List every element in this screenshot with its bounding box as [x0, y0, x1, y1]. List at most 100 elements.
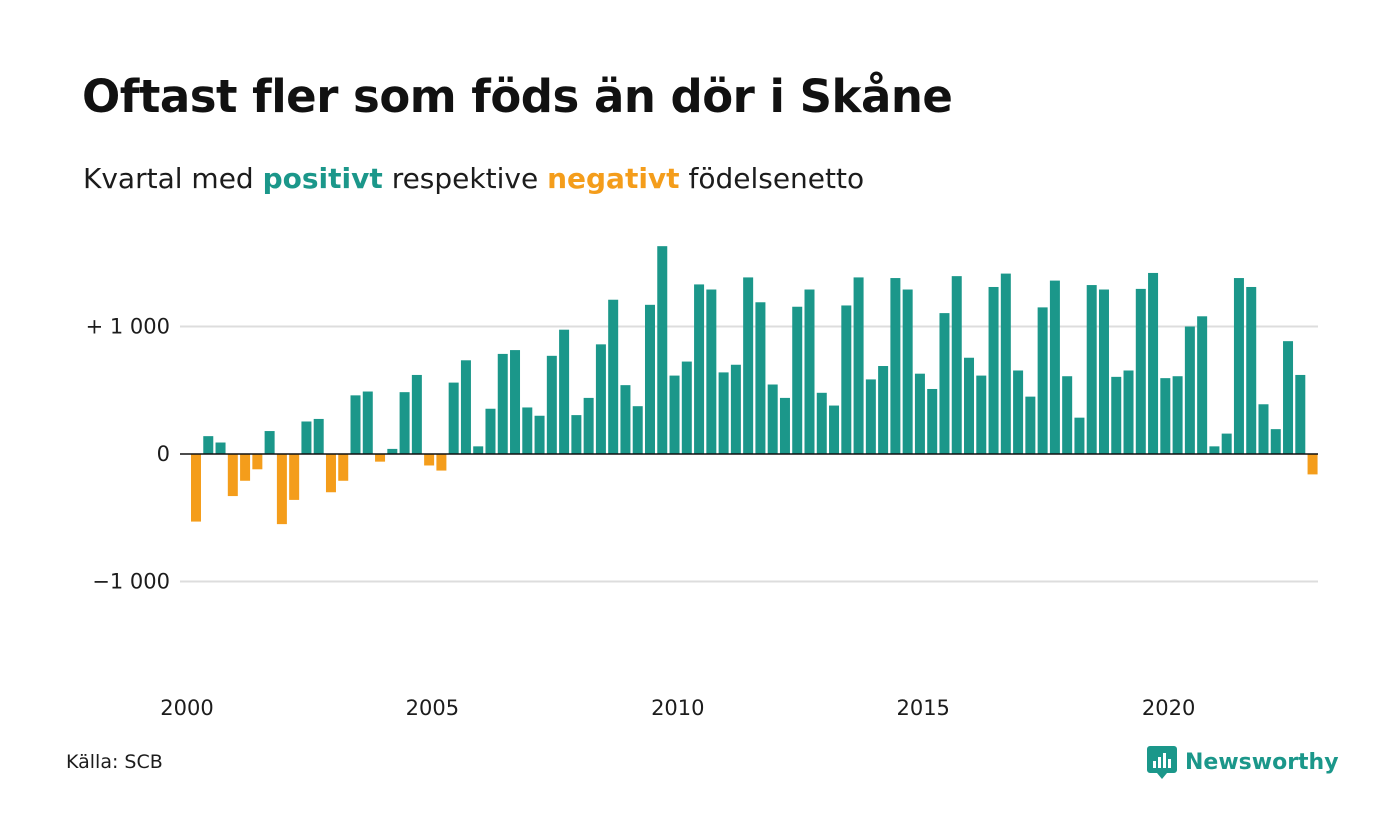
bar	[191, 454, 201, 522]
bar	[632, 406, 643, 454]
bar	[1270, 429, 1281, 454]
bar	[473, 446, 484, 454]
bar-chart: + 1 000 0 −1 000 2000 2005 2010 2015 2020	[86, 246, 1318, 720]
bar	[620, 385, 631, 454]
y-tick-labels: + 1 000 0 −1 000	[86, 315, 170, 594]
newsworthy-logo-icon	[1147, 746, 1177, 779]
bar	[510, 350, 521, 454]
bar	[387, 448, 398, 454]
bar	[718, 372, 729, 454]
bar	[706, 289, 717, 454]
bar	[657, 246, 668, 454]
brand-name: Newsworthy	[1185, 749, 1339, 775]
bar	[1098, 289, 1109, 454]
bar	[595, 344, 606, 454]
bar	[829, 405, 840, 454]
bar	[252, 454, 263, 470]
bar	[485, 408, 496, 454]
bar	[301, 421, 312, 454]
bar	[743, 277, 754, 454]
bar	[1086, 285, 1097, 454]
bar	[1013, 370, 1024, 454]
bar	[1258, 404, 1269, 454]
bars	[191, 246, 1318, 525]
bar	[865, 379, 876, 454]
bar	[399, 392, 410, 454]
subtitle-positive-label: positivt	[262, 162, 383, 195]
bar	[1307, 454, 1318, 475]
bar	[644, 304, 655, 454]
bar	[325, 454, 336, 493]
bar	[215, 442, 226, 454]
bar	[927, 388, 938, 454]
y-tick-label: 0	[157, 442, 170, 466]
x-tick-label: 2015	[896, 696, 949, 720]
subtitle-prefix: Kvartal med	[83, 162, 254, 195]
bar	[264, 431, 275, 454]
bar	[1123, 370, 1134, 454]
bar	[669, 375, 680, 454]
bar	[1295, 374, 1306, 454]
bar	[1197, 316, 1208, 454]
bar	[350, 395, 361, 454]
bar	[608, 299, 619, 454]
bar	[362, 391, 373, 454]
bar	[816, 392, 827, 454]
bar	[534, 415, 545, 454]
bar	[890, 278, 901, 454]
bar	[853, 277, 864, 454]
bar	[583, 397, 594, 454]
bar	[227, 454, 238, 497]
y-tick-label: + 1 000	[86, 315, 170, 339]
bar	[203, 436, 214, 454]
bar	[240, 454, 251, 481]
bar	[804, 289, 815, 454]
bar	[1283, 341, 1294, 454]
bar	[755, 302, 766, 454]
bar	[571, 415, 582, 454]
y-tick-label: −1 000	[92, 570, 170, 594]
bar	[939, 313, 950, 454]
x-tick-labels: 2000 2005 2010 2015 2020	[160, 696, 1195, 720]
bar	[902, 289, 913, 454]
chart-title: Oftast fler som föds än dör i Skåne	[82, 70, 953, 123]
bar	[767, 384, 778, 454]
bar	[411, 374, 422, 454]
bar	[289, 454, 300, 500]
bar	[792, 306, 803, 454]
bar	[1209, 446, 1220, 454]
bar	[436, 454, 447, 471]
chart-subtitle: Kvartal med positivt respektive negativt…	[83, 162, 864, 195]
bar	[730, 364, 741, 454]
bar	[1037, 307, 1048, 455]
subtitle-suffix: födelsenetto	[688, 162, 865, 195]
bar	[448, 382, 459, 454]
bar	[559, 329, 570, 454]
source-note: Källa: SCB	[66, 751, 163, 773]
bar	[681, 361, 692, 454]
bar	[914, 373, 925, 454]
bar	[375, 454, 386, 462]
bar	[878, 366, 889, 454]
bar	[976, 375, 987, 454]
bar	[276, 454, 287, 525]
bar	[1111, 376, 1122, 454]
bar	[841, 305, 852, 454]
bar	[1148, 272, 1159, 454]
bar	[1233, 278, 1244, 454]
bar	[1025, 396, 1036, 455]
bar	[988, 286, 999, 454]
bar	[460, 360, 471, 454]
bar	[1135, 288, 1146, 454]
bar	[779, 397, 790, 454]
bar	[1074, 417, 1085, 454]
bar	[338, 454, 349, 481]
bar	[313, 418, 324, 454]
bar	[1000, 273, 1011, 454]
bar	[964, 357, 975, 454]
x-tick-label: 2020	[1142, 696, 1195, 720]
bar	[1246, 286, 1257, 454]
bar	[1172, 376, 1183, 454]
brand[interactable]: Newsworthy	[1147, 744, 1339, 780]
bar	[1221, 433, 1232, 454]
